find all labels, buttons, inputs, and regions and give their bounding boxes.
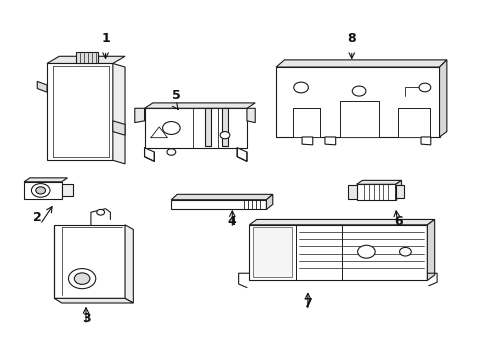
- Text: 8: 8: [347, 32, 355, 45]
- Polygon shape: [293, 108, 320, 137]
- Polygon shape: [253, 227, 292, 277]
- Polygon shape: [24, 178, 67, 182]
- Polygon shape: [144, 103, 255, 108]
- Polygon shape: [54, 225, 125, 298]
- Polygon shape: [249, 225, 427, 280]
- Polygon shape: [347, 185, 356, 199]
- Polygon shape: [356, 180, 401, 184]
- Polygon shape: [439, 60, 446, 137]
- Text: 1: 1: [101, 32, 110, 45]
- Polygon shape: [37, 81, 47, 92]
- Circle shape: [220, 132, 229, 139]
- Polygon shape: [76, 51, 98, 63]
- Circle shape: [97, 210, 104, 215]
- Polygon shape: [221, 108, 228, 146]
- Polygon shape: [356, 184, 395, 200]
- Text: 6: 6: [393, 215, 402, 228]
- Circle shape: [68, 269, 96, 289]
- Polygon shape: [61, 184, 73, 196]
- Polygon shape: [113, 121, 125, 135]
- Polygon shape: [135, 108, 144, 123]
- Circle shape: [36, 187, 45, 194]
- Circle shape: [162, 122, 180, 134]
- Circle shape: [357, 245, 374, 258]
- Polygon shape: [249, 220, 434, 225]
- Text: 3: 3: [81, 311, 90, 325]
- Polygon shape: [144, 108, 246, 148]
- Text: 2: 2: [33, 211, 41, 224]
- Text: 5: 5: [171, 89, 180, 102]
- Polygon shape: [144, 148, 154, 161]
- Polygon shape: [47, 63, 113, 160]
- Polygon shape: [397, 108, 429, 137]
- Polygon shape: [171, 200, 266, 210]
- Circle shape: [74, 273, 90, 284]
- Polygon shape: [395, 180, 401, 200]
- Text: 4: 4: [227, 215, 236, 228]
- Circle shape: [418, 83, 430, 92]
- Polygon shape: [204, 108, 211, 146]
- Polygon shape: [420, 137, 430, 145]
- Polygon shape: [339, 101, 378, 137]
- Polygon shape: [246, 108, 255, 123]
- Polygon shape: [395, 185, 404, 198]
- Polygon shape: [24, 182, 61, 199]
- Circle shape: [293, 82, 308, 93]
- Polygon shape: [171, 194, 272, 200]
- Polygon shape: [237, 148, 246, 161]
- Polygon shape: [276, 67, 439, 137]
- Polygon shape: [54, 298, 133, 303]
- Circle shape: [399, 247, 410, 256]
- Polygon shape: [266, 194, 272, 210]
- Polygon shape: [325, 137, 335, 145]
- Polygon shape: [302, 137, 312, 145]
- Circle shape: [166, 149, 175, 155]
- Polygon shape: [427, 220, 434, 280]
- Text: 7: 7: [303, 297, 312, 310]
- Polygon shape: [125, 225, 133, 303]
- Polygon shape: [47, 56, 125, 63]
- Polygon shape: [113, 63, 125, 164]
- Circle shape: [351, 86, 365, 96]
- Polygon shape: [276, 60, 446, 67]
- Circle shape: [31, 184, 50, 197]
